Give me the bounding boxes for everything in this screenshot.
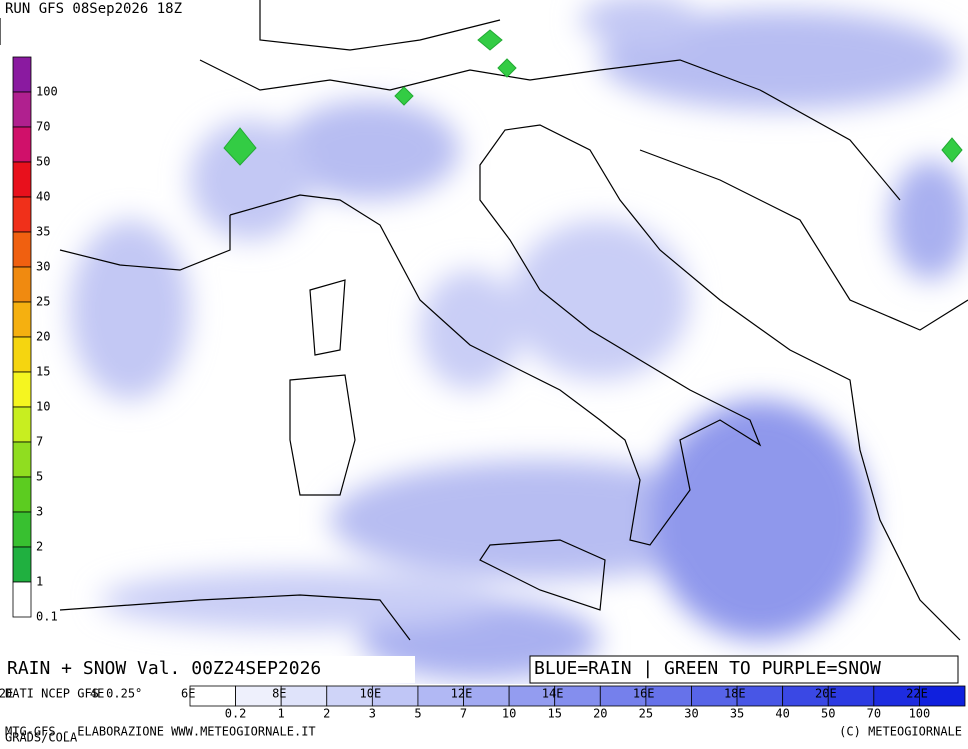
scale-label: 2 xyxy=(36,540,43,554)
scale-swatch xyxy=(12,581,32,618)
longitude-label: 20E xyxy=(815,687,837,701)
scale-label: 1 xyxy=(278,707,285,721)
longitude-label: 16E xyxy=(633,687,655,701)
scale-label: 25 xyxy=(639,707,653,721)
copyright-label: (C) METEOGIORNALE xyxy=(839,725,962,739)
legend-note-box xyxy=(529,655,959,684)
scale-label: 10 xyxy=(36,400,50,414)
snow-spots xyxy=(223,29,963,166)
scale-swatch xyxy=(12,301,32,338)
scale-label: 2 xyxy=(323,707,330,721)
product-label: RAIN + SNOW Val. 00Z24SEP2026 xyxy=(7,658,321,679)
longitude-label: 12E xyxy=(451,687,473,701)
scale-label: 20 xyxy=(593,707,607,721)
scale-label: 15 xyxy=(36,365,50,379)
scale-label: 40 xyxy=(36,190,50,204)
grads-label: GRADS/COLA xyxy=(5,731,78,745)
scale-label: 7 xyxy=(460,707,467,721)
source-label: DATI NCEP GFS 0.25° xyxy=(5,687,142,701)
scale-label: 70 xyxy=(36,120,50,134)
scale-swatch xyxy=(12,266,32,303)
scale-swatch xyxy=(12,91,32,128)
scale-label: 5 xyxy=(36,470,43,484)
scale-label: 1 xyxy=(36,575,43,589)
scale-label: 0.1 xyxy=(36,610,58,624)
precip-field xyxy=(70,0,968,680)
scale-label: 30 xyxy=(684,707,698,721)
scale-label: 50 xyxy=(36,155,50,169)
scale-label: 35 xyxy=(36,225,50,239)
longitude-label: 22E xyxy=(906,687,928,701)
scale-swatch xyxy=(12,546,32,583)
header-box xyxy=(0,0,228,18)
scale-swatch xyxy=(12,406,32,443)
scale-swatch xyxy=(919,685,966,707)
longitude-label: 2E xyxy=(0,687,13,701)
scale-label: 7 xyxy=(36,435,43,449)
scale-swatch xyxy=(189,685,236,707)
scale-label: 70 xyxy=(867,707,881,721)
scale-label: 5 xyxy=(414,707,421,721)
scale-label: 0.2 xyxy=(225,707,247,721)
scale-label: 100 xyxy=(909,707,931,721)
longitude-label: 10E xyxy=(360,687,382,701)
left-colorbar: 100 70 50 40 35 30 25 20 15 10 7 5 3 2 1 0.1 xyxy=(12,56,58,624)
scale-swatch xyxy=(12,441,32,478)
scale-label: 50 xyxy=(821,707,835,721)
scale-swatch xyxy=(12,476,32,513)
scale-label: 15 xyxy=(547,707,561,721)
longitude-label: 8E xyxy=(272,687,286,701)
scale-label: 3 xyxy=(36,505,43,519)
product-box xyxy=(0,656,415,683)
longitude-label: 14E xyxy=(542,687,564,701)
scale-label: 35 xyxy=(730,707,744,721)
coastlines xyxy=(0,0,968,641)
scale-swatch xyxy=(12,231,32,268)
scale-swatch xyxy=(12,336,32,373)
scale-swatch xyxy=(12,126,32,163)
scale-swatch xyxy=(12,511,32,548)
run-label: RUN GFS 08Sep2026 18Z xyxy=(5,1,182,17)
longitude-label: 6E xyxy=(181,687,195,701)
longitude-label: 18E xyxy=(724,687,746,701)
scale-label: 20 xyxy=(36,330,50,344)
scale-label: 25 xyxy=(36,295,50,309)
scale-swatch xyxy=(280,685,328,707)
credit-label: MTG-GFS - ELABORAZIONE WWW.METEOGIORNALE… xyxy=(5,725,316,739)
scale-swatch xyxy=(12,196,32,233)
scale-label: 30 xyxy=(36,260,50,274)
scale-label: 10 xyxy=(502,707,516,721)
scale-label: 40 xyxy=(775,707,789,721)
scale-label: 100 xyxy=(36,85,58,99)
scale-swatch xyxy=(12,56,32,93)
scale-label: 3 xyxy=(369,707,376,721)
scale-swatch xyxy=(12,371,32,408)
legend-note: BLUE=RAIN | GREEN TO PURPLE=SNOW xyxy=(534,658,881,679)
scale-swatch xyxy=(12,161,32,198)
longitude-label: 4E xyxy=(90,687,104,701)
